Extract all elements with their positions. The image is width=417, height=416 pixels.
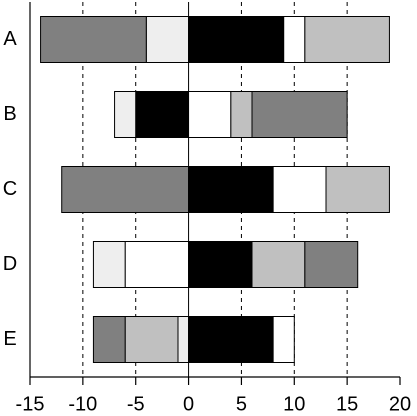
y-tick-label: D xyxy=(3,253,17,275)
bar-segment xyxy=(135,91,190,138)
y-tick-label: A xyxy=(3,28,17,50)
bar-segment xyxy=(251,91,348,138)
bar-segment xyxy=(188,16,285,63)
bar-segment xyxy=(188,91,232,138)
bar-segment xyxy=(188,241,253,288)
x-tick-label: 20 xyxy=(389,393,411,415)
x-tick-label: -15 xyxy=(16,393,45,415)
bar-segment xyxy=(304,16,390,63)
bar-segment xyxy=(92,241,126,288)
bar-segment xyxy=(92,316,126,363)
bar-segment xyxy=(177,316,190,363)
bar-segment xyxy=(251,241,306,288)
bar-segment xyxy=(230,91,253,138)
bar-segment xyxy=(325,166,390,213)
y-tick-label: C xyxy=(3,178,17,200)
x-tick-label: 5 xyxy=(236,393,247,415)
bar-segment xyxy=(61,166,190,213)
y-tick-label: E xyxy=(3,328,16,350)
bar-segment xyxy=(304,241,359,288)
bar-segment xyxy=(124,316,179,363)
bar-segment xyxy=(188,316,274,363)
bar-segment xyxy=(124,241,190,288)
bar-segment xyxy=(272,166,327,213)
x-tick-label: -5 xyxy=(127,393,145,415)
bar-segment xyxy=(114,91,137,138)
bar-segment xyxy=(188,166,274,213)
bar-segment xyxy=(283,16,306,63)
y-tick-label: B xyxy=(3,103,16,125)
bar-segment xyxy=(40,16,147,63)
bar-segment xyxy=(145,16,190,63)
x-tick-label: 10 xyxy=(283,393,305,415)
x-tick-label: 15 xyxy=(336,393,358,415)
x-tick-label: -10 xyxy=(68,393,97,415)
bar-segment xyxy=(272,316,295,363)
x-tick-label: 0 xyxy=(183,393,194,415)
